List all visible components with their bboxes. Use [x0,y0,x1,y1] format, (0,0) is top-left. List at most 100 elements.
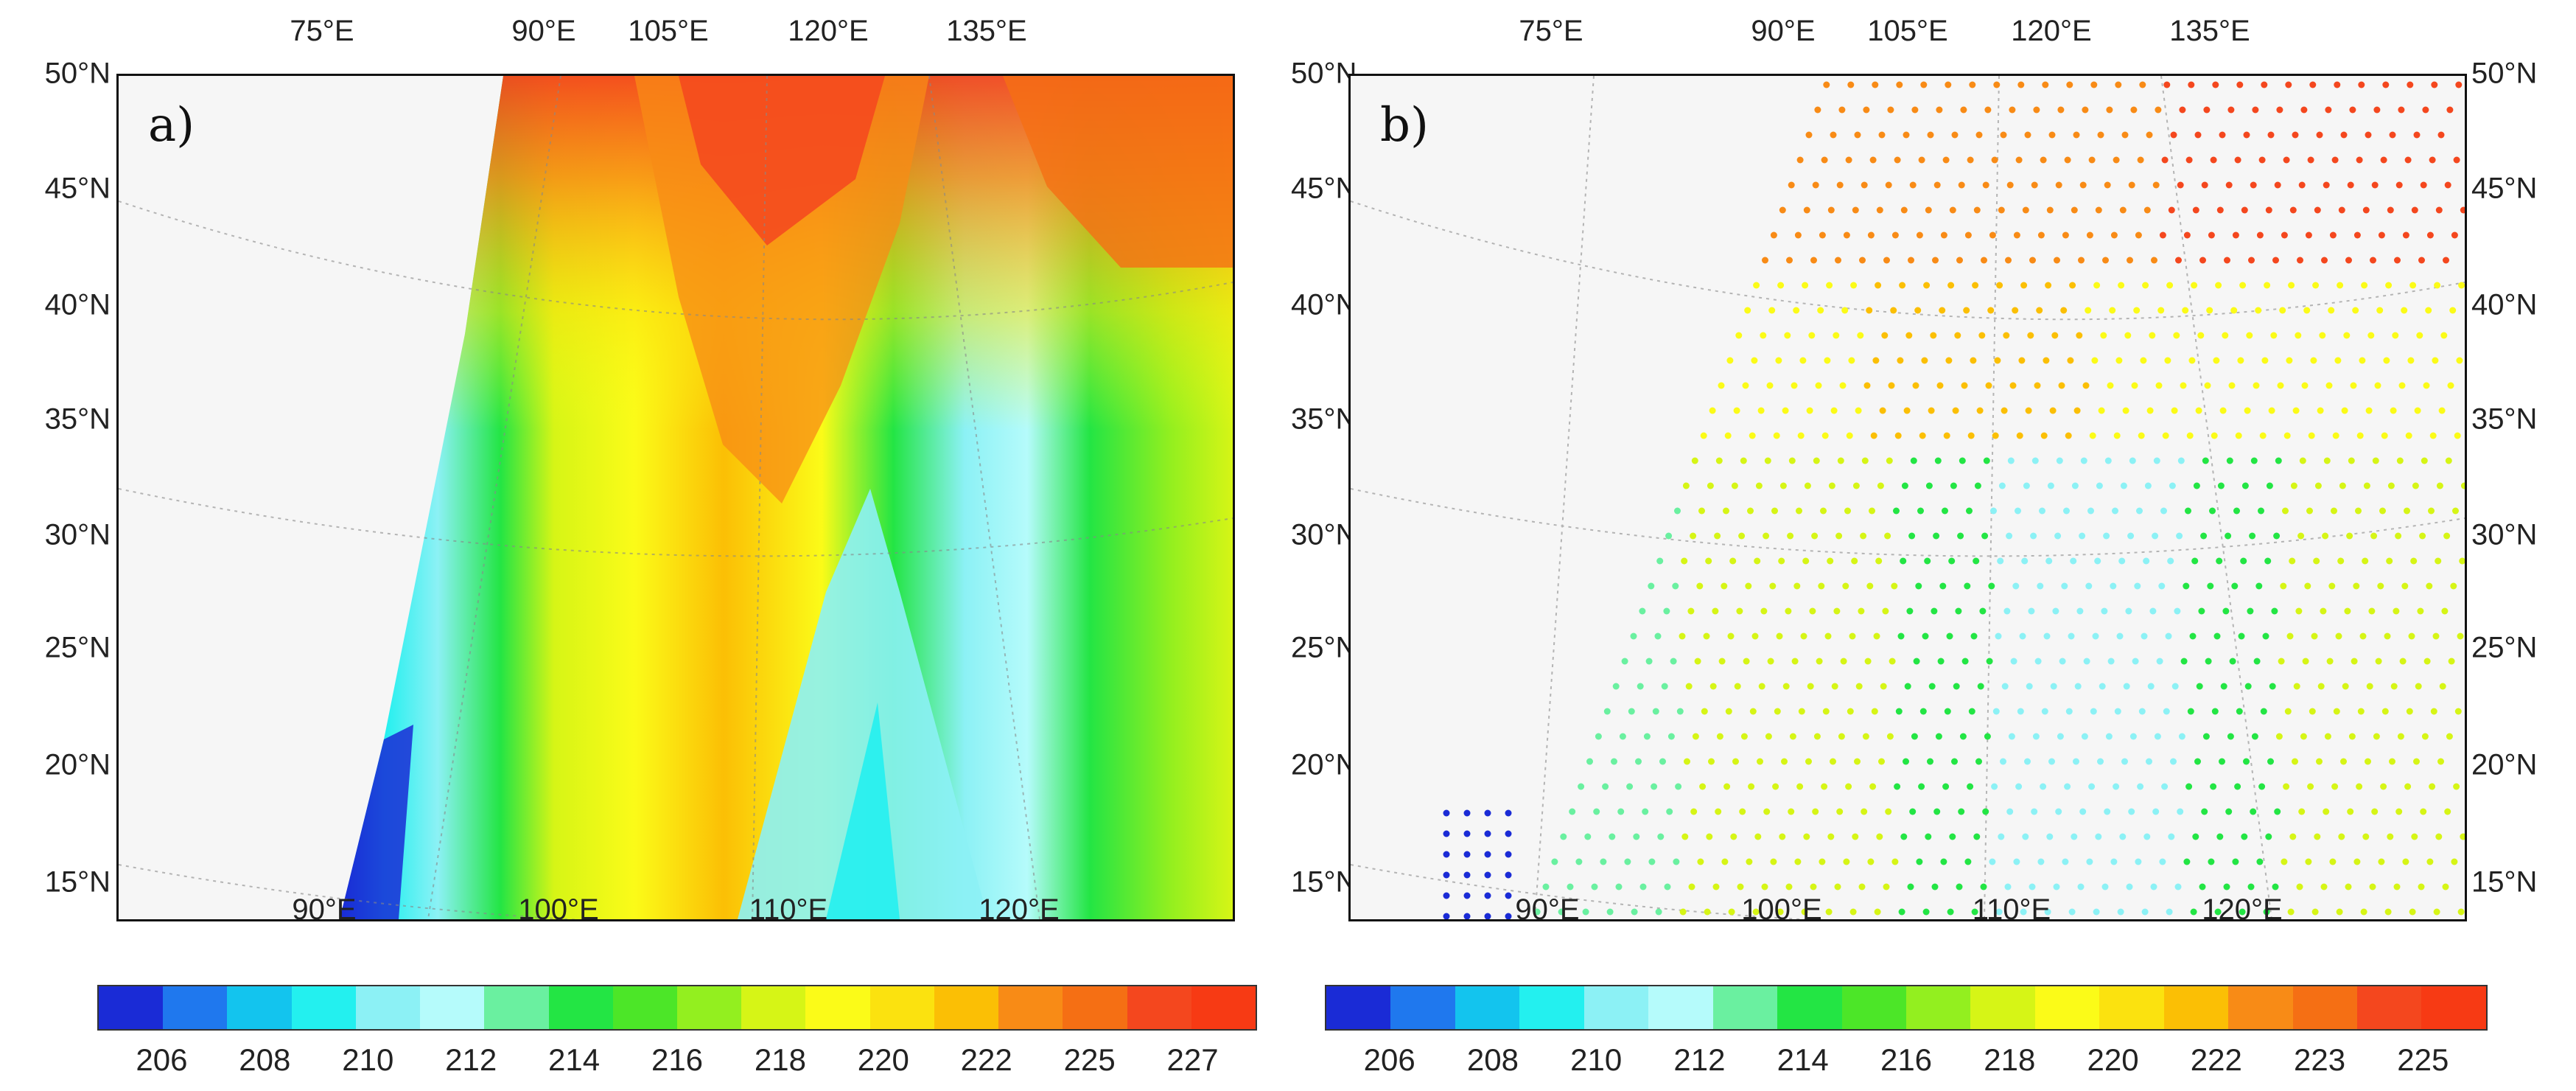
observation-point [2061,582,2068,590]
observation-point [1639,607,1646,615]
observation-point [1709,683,1717,690]
observation-point [1861,808,1868,815]
observation-point [2357,708,2365,715]
observation-point [1989,858,1996,865]
observation-point [2258,156,2266,164]
colorbar-swatch [1905,986,1971,1029]
colorbar-swatch [2099,986,2164,1029]
observation-point [1961,658,1969,665]
observation-point [2034,658,2042,665]
observation-point [1798,708,1805,715]
observation-point [1872,357,1880,364]
observation-point [2213,357,2220,364]
observation-point [2273,532,2281,540]
observation-point [2043,632,2051,640]
bottom-lon-label: 110°E [1972,893,2051,926]
observation-point [2331,156,2339,164]
observation-point [2288,282,2295,289]
observation-point [2305,858,2312,865]
observation-point [2127,257,2133,264]
observation-point [1815,382,1822,389]
observation-point [2113,783,2120,790]
observation-point [2037,582,2044,590]
observation-point [2159,858,2166,865]
observation-point [2446,733,2453,740]
lat-label: 25°N [44,631,111,664]
observation-point [1931,883,1939,890]
observation-point [2449,307,2457,314]
observation-point [1726,357,1734,364]
observation-point [2339,482,2346,489]
observation-point [2208,858,2215,865]
observation-point [1812,808,1819,815]
observation-point [1934,457,1942,464]
colorbar-swatch [1841,986,1906,1029]
observation-point [1973,557,1980,565]
observation-point [2071,833,2078,840]
observation-point [1773,432,1780,439]
colorbar-tick-label: 212 [1673,1042,1726,1077]
observation-point [1945,81,1952,88]
observation-point [2124,332,2132,339]
observation-point [2138,708,2146,715]
observation-point [2295,332,2302,339]
observation-point [2384,908,2392,916]
observation-point [1484,809,1491,817]
observation-point [1835,532,1843,540]
observation-point [2095,206,2102,214]
observation-point [2260,708,2267,715]
observation-point [2413,758,2420,765]
observation-point [2437,131,2445,139]
observation-point [1967,432,1975,439]
observation-point [1704,908,1711,916]
observation-point [1816,658,1823,665]
observation-point [1749,432,1756,439]
observation-point [1872,81,1879,88]
observation-point [2045,557,2053,565]
observation-point [2048,131,2056,139]
observation-point [2359,357,2366,364]
observation-point [2384,632,2391,640]
observation-point [2405,432,2412,439]
observation-point [2171,683,2179,690]
observation-point [2115,357,2123,364]
observation-point [2058,382,2065,389]
observation-point [1869,507,1875,515]
lat-label-right: 50°N [2471,57,2538,90]
observation-point [2186,432,2194,439]
observation-point [2147,683,2155,690]
observation-point [2258,507,2264,515]
observation-point [1484,871,1491,879]
observation-point [2358,81,2365,88]
observation-point [2286,357,2293,364]
observation-point [2332,432,2339,439]
observation-point [1859,257,1866,264]
observation-point [2342,683,2349,690]
observation-point [2432,632,2440,640]
observation-point [2248,257,2255,264]
observation-point [1942,507,1948,515]
observation-point [1609,833,1616,840]
observation-point [2261,81,2268,88]
observation-point [2070,557,2077,565]
observation-point [2353,858,2361,865]
observation-point [1661,683,1668,690]
observation-point [2157,307,2165,314]
observation-point [2317,683,2325,690]
observation-point [2373,733,2380,740]
observation-point [1866,582,1874,590]
observation-point [1655,908,1662,916]
colorbar-swatch [934,986,999,1029]
observation-point [2451,858,2458,865]
observation-point [2337,557,2345,565]
colorbar-tick-label: 222 [960,1042,1012,1077]
colorbar-tick-label: 225 [1063,1042,1116,1077]
observation-point [2107,382,2114,389]
observation-point [1858,607,1865,615]
observation-point [2062,858,2069,865]
observation-point [2226,457,2233,464]
observation-point [2166,282,2174,289]
observation-point [2281,858,2288,865]
observation-point [1988,582,1995,590]
observation-point [2090,81,2098,88]
